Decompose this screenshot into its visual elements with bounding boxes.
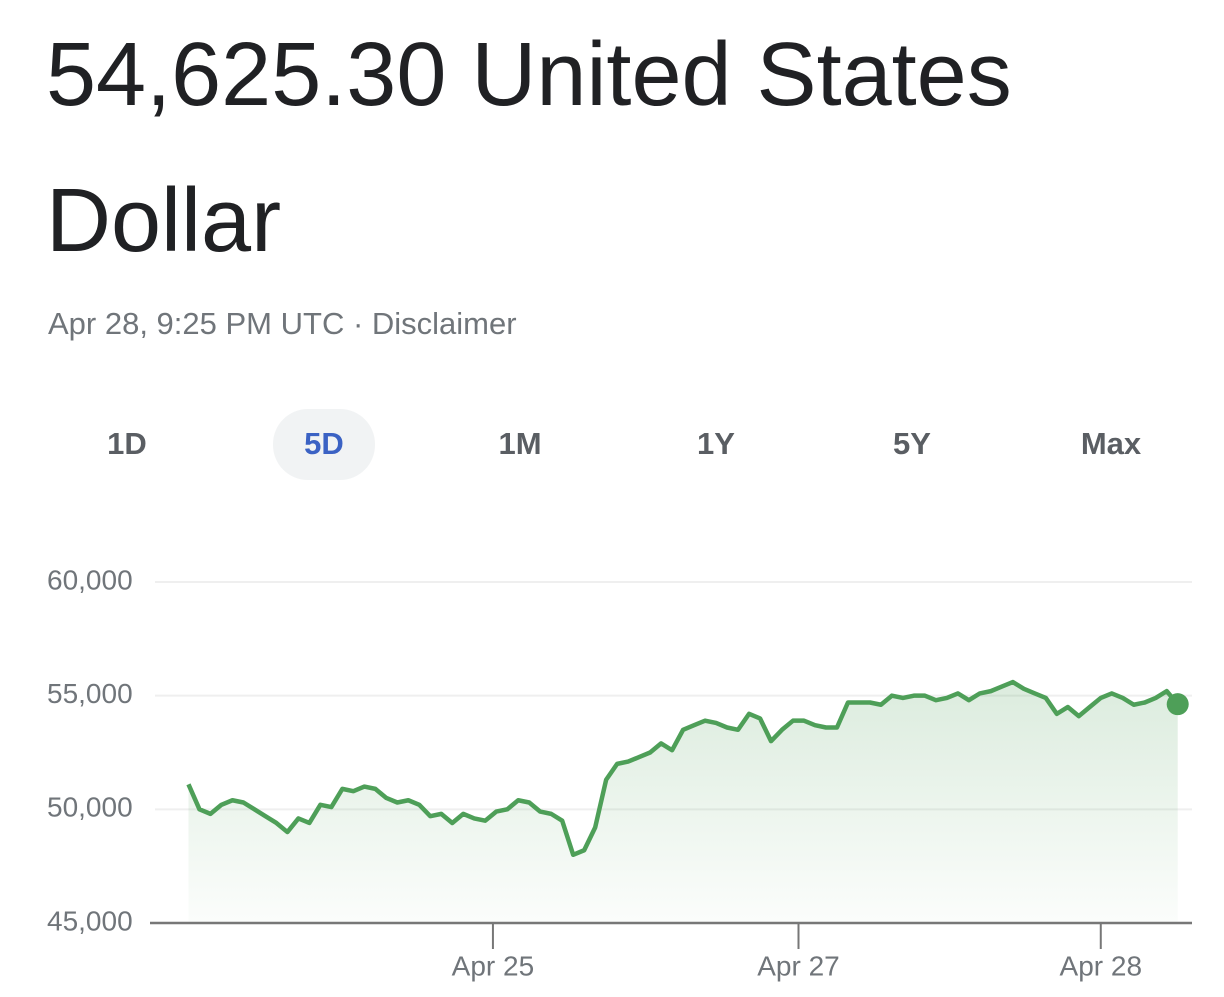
range-tab[interactable]: 1D bbox=[107, 426, 147, 461]
range-tab[interactable]: 1Y bbox=[697, 426, 735, 461]
y-tick-label: 45,000 bbox=[47, 905, 133, 936]
range-tab[interactable]: 1M bbox=[498, 426, 541, 461]
range-tab[interactable]: 5D bbox=[304, 426, 344, 461]
range-tab[interactable]: 5Y bbox=[893, 426, 931, 461]
tab-highlight bbox=[273, 409, 375, 480]
y-tick-label: 60,000 bbox=[47, 564, 133, 595]
x-tick-label: Apr 28 bbox=[1060, 950, 1143, 981]
x-tick-label: Apr 25 bbox=[452, 950, 535, 981]
y-tick-label: 50,000 bbox=[47, 792, 133, 823]
price-title: 54,625.30 United States Dollar bbox=[46, 25, 1012, 271]
y-tick-label: 55,000 bbox=[47, 678, 133, 709]
x-tick-label: Apr 27 bbox=[757, 950, 840, 981]
price-line bbox=[186, 679, 1180, 858]
timestamp: Apr 28, 9:25 PM UTC · Disclaimer bbox=[48, 306, 517, 341]
current-dot bbox=[1166, 693, 1189, 716]
range-tab[interactable]: Max bbox=[1081, 426, 1142, 461]
area bbox=[188, 682, 1178, 923]
